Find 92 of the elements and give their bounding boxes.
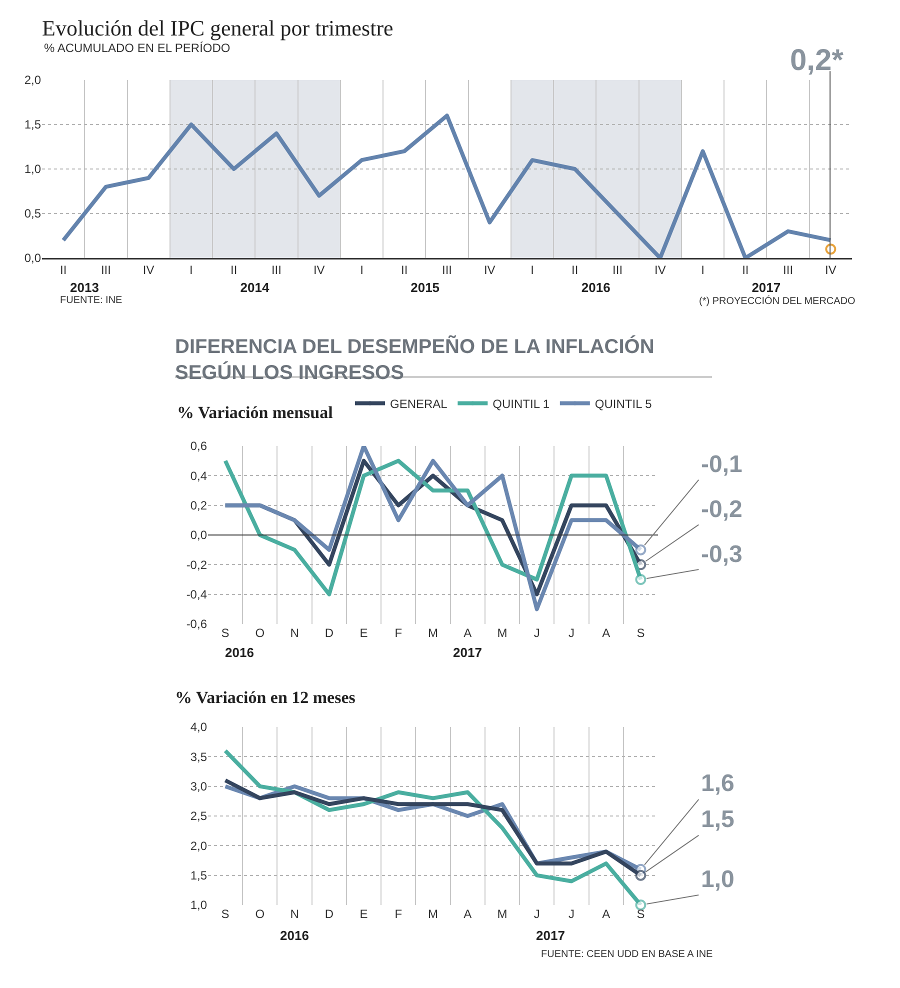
x-tick-label: M xyxy=(497,626,508,640)
source-note: FUENTE: CEEN UDD EN BASE A INE xyxy=(541,949,714,960)
x-tick-label: IV xyxy=(313,262,325,277)
x-tick-label: M xyxy=(428,907,438,921)
chart-subtitle: % ACUMULADO EN EL PERÍODO xyxy=(44,41,230,55)
x-tick-label: II xyxy=(572,262,578,277)
x-tick-label: I xyxy=(360,262,364,277)
y-tick-label: -0,6 xyxy=(186,617,208,632)
x-tick-label: F xyxy=(394,907,402,921)
text: 2017 xyxy=(536,928,565,943)
y-tick-label: 2,0 xyxy=(24,73,42,88)
legend-label: QUINTIL 5 xyxy=(594,396,652,411)
x-tick-label: III xyxy=(612,262,623,277)
text: 2016 xyxy=(225,645,254,660)
x-tick-label: A xyxy=(464,907,472,921)
chart-subtitle: % Variación mensual xyxy=(177,403,334,422)
x-tick-label: A xyxy=(464,626,472,640)
x-tick-label: N xyxy=(290,626,299,640)
data-label: -0,3 xyxy=(701,541,742,568)
y-tick-label: 1,0 xyxy=(190,898,208,912)
chart-title: % Variación en 12 meses xyxy=(175,688,356,707)
text: 0,2* xyxy=(790,44,844,77)
x-tick-label: A xyxy=(602,626,610,640)
x-tick-label: D xyxy=(324,907,334,921)
x2-tick-label: 2013 xyxy=(70,280,99,295)
x-tick-label: I xyxy=(190,262,193,277)
x-tick-label: S xyxy=(221,907,230,921)
x-tick-label: II xyxy=(230,262,238,277)
x-tick-label: I xyxy=(530,262,534,277)
x-tick-label: II xyxy=(60,262,67,277)
y-tick-label: -0,2 xyxy=(186,558,208,572)
x-tick-label: O xyxy=(255,626,265,640)
x-tick-label: D xyxy=(324,626,334,640)
legend-label: QUINTIL 1 xyxy=(492,396,550,411)
data-label: -0,2 xyxy=(701,496,742,523)
x-tick-label: M xyxy=(428,626,438,640)
x-tick-label: IV xyxy=(142,262,154,277)
y-tick-label: 3,0 xyxy=(190,780,208,794)
text: 2017 xyxy=(453,645,482,660)
text: (*) PROYECCIÓN DEL MERCADO xyxy=(699,295,856,307)
x-tick-label: N xyxy=(290,907,299,921)
y-tick-label: 1,5 xyxy=(24,118,42,132)
y-tick-label: 0,4 xyxy=(190,468,208,483)
legend-label: GENERAL xyxy=(390,396,448,411)
y-tick-label: 3,5 xyxy=(190,750,208,764)
y-tick-label: 1,0 xyxy=(24,162,42,176)
y-tick-label: 2,0 xyxy=(190,838,208,853)
y-tick-label: 0,2 xyxy=(190,498,208,513)
x-tick-label: O xyxy=(255,907,265,921)
x-tick-label: IV xyxy=(654,262,666,277)
x-tick-label: E xyxy=(360,907,368,921)
y-tick-label: 4,0 xyxy=(190,720,208,734)
x-tick-label: S xyxy=(636,626,645,640)
x-tick-label: J xyxy=(534,626,540,640)
x-tick-label: III xyxy=(271,262,282,277)
y-tick-label: 1,5 xyxy=(190,868,208,883)
y-tick-label: -0,4 xyxy=(186,588,208,602)
x2-tick-label: 2017 xyxy=(752,280,781,295)
source-note: FUENTE: INE xyxy=(60,295,123,306)
data-label: -0,1 xyxy=(701,451,742,478)
x-tick-label: IV xyxy=(825,262,836,277)
chart-title: Evolución del IPC general por trimestre xyxy=(42,16,394,41)
x-tick-label: S xyxy=(221,626,230,640)
x-tick-label: M xyxy=(497,907,508,921)
x-tick-label: II xyxy=(742,262,749,277)
x-tick-label: E xyxy=(360,626,368,640)
y-tick-label: 0,0 xyxy=(24,251,42,266)
x-tick-label: S xyxy=(636,907,645,921)
x-tick-label: III xyxy=(100,262,111,277)
x-tick-label: IV xyxy=(484,262,496,277)
x-tick-label: A xyxy=(602,907,610,921)
x-tick-label: F xyxy=(394,626,402,640)
text: 2016 xyxy=(280,928,309,943)
x-tick-label: J xyxy=(568,626,574,640)
x2-tick-label: 2014 xyxy=(240,280,270,295)
x-tick-label: J xyxy=(534,907,540,921)
x-tick-label: I xyxy=(701,262,704,277)
x-tick-label: III xyxy=(442,262,452,277)
y-tick-label: 0,0 xyxy=(190,528,208,542)
y-tick-label: 2,5 xyxy=(190,809,208,824)
x-tick-label: III xyxy=(783,262,794,277)
data-label: 1,6 xyxy=(701,770,734,797)
x-tick-label: J xyxy=(568,907,574,921)
y-tick-label: 0,6 xyxy=(190,439,208,454)
data-label: 1,0 xyxy=(701,866,734,893)
x-tick-label: II xyxy=(401,262,408,277)
x2-tick-label: 2015 xyxy=(410,280,440,295)
x2-tick-label: 2016 xyxy=(581,280,610,295)
chart-title: DIFERENCIA DEL DESEMPEÑO DE LA INFLACIÓN SEGÚN LOS INGRESOS xyxy=(175,335,654,384)
y-tick-label: 0,5 xyxy=(24,206,42,221)
data-label: 1,5 xyxy=(701,806,734,833)
line-series xyxy=(61,114,833,258)
